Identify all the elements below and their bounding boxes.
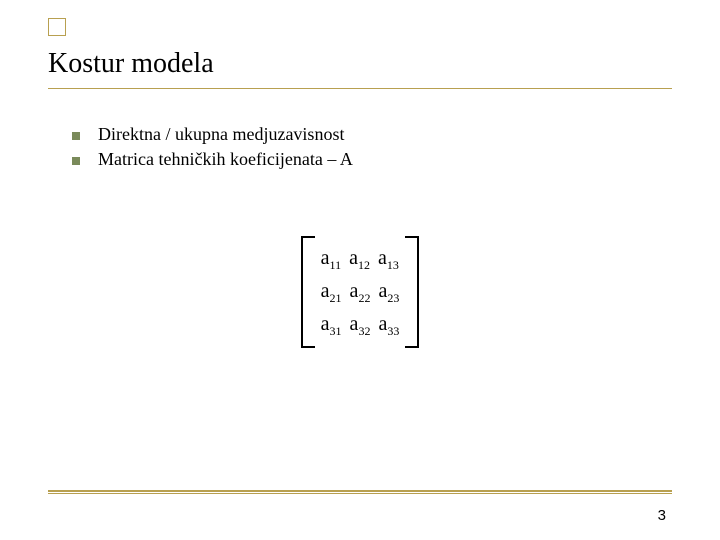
matrix-row: a11 a12 a13 — [321, 242, 400, 275]
list-item: Matrica tehničkih koeficijenata – A — [72, 149, 672, 170]
matrix-cell: a31 — [321, 308, 342, 341]
page-title: Kostur modela — [48, 48, 672, 89]
bracket-right-icon — [405, 236, 419, 348]
page-number: 3 — [658, 507, 666, 524]
list-item: Direktna / ukupna medjuzavisnost — [72, 124, 672, 145]
bottom-divider — [48, 490, 672, 494]
matrix-cell: a32 — [350, 308, 371, 341]
bracket-left-icon — [301, 236, 315, 348]
decorative-corner-square — [48, 18, 66, 36]
matrix-cell: a11 — [321, 242, 341, 275]
matrix-row: a31 a32 a33 — [321, 308, 400, 341]
bullet-square-icon — [72, 157, 80, 165]
bullet-text: Direktna / ukupna medjuzavisnost — [98, 124, 344, 145]
matrix-region: a11 a12 a13 a21 a22 a23 a31 a32 a33 — [0, 236, 720, 348]
bullet-text: Matrica tehničkih koeficijenata – A — [98, 149, 353, 170]
content-region: Direktna / ukupna medjuzavisnost Matrica… — [72, 124, 672, 174]
bullet-square-icon — [72, 132, 80, 140]
matrix: a11 a12 a13 a21 a22 a23 a31 a32 a33 — [301, 236, 420, 348]
matrix-cell: a21 — [321, 275, 342, 308]
matrix-cell: a12 — [349, 242, 370, 275]
matrix-cell: a22 — [350, 275, 371, 308]
matrix-cell: a23 — [378, 275, 399, 308]
matrix-cell: a13 — [378, 242, 399, 275]
matrix-row: a21 a22 a23 — [321, 275, 400, 308]
matrix-cell: a33 — [378, 308, 399, 341]
title-region: Kostur modela — [48, 48, 672, 89]
matrix-body: a11 a12 a13 a21 a22 a23 a31 a32 a33 — [315, 236, 406, 348]
